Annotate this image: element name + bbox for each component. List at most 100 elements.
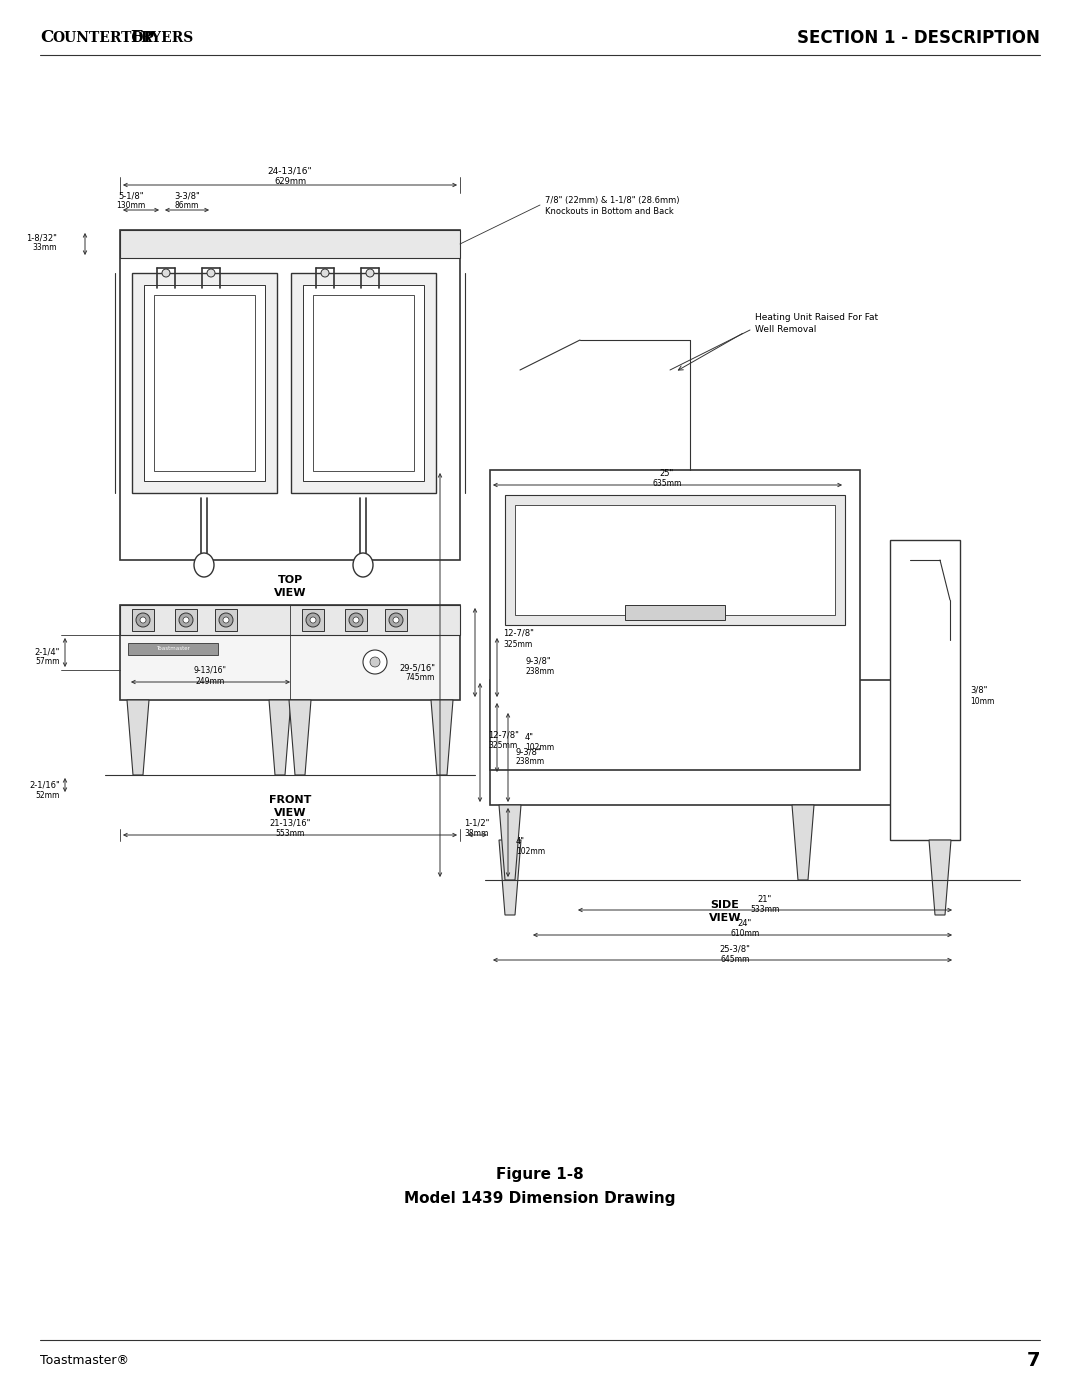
Bar (302, 609, 324, 631)
Bar (303, 285, 424, 481)
Text: 3/8": 3/8" (970, 686, 987, 694)
Circle shape (349, 613, 363, 627)
Text: 1-8/32": 1-8/32" (26, 233, 57, 243)
Text: 130mm: 130mm (117, 201, 146, 211)
Text: 553mm: 553mm (275, 828, 305, 837)
Bar (384, 609, 407, 631)
Text: Toastmaster: Toastmaster (157, 647, 190, 651)
Text: 325mm: 325mm (503, 640, 532, 650)
Circle shape (207, 270, 215, 277)
Text: 2-1/4": 2-1/4" (35, 647, 60, 657)
Text: 9-13/16": 9-13/16" (193, 665, 227, 675)
Bar (625, 605, 725, 620)
Polygon shape (499, 805, 521, 880)
Polygon shape (792, 805, 814, 880)
Polygon shape (929, 840, 951, 915)
Text: 102mm: 102mm (525, 743, 554, 753)
Circle shape (140, 617, 146, 623)
Polygon shape (289, 700, 311, 775)
Text: SECTION 1 - DESCRIPTION: SECTION 1 - DESCRIPTION (797, 29, 1040, 47)
Text: 3-3/8": 3-3/8" (174, 191, 200, 201)
Bar (215, 609, 237, 631)
Bar (129, 643, 218, 655)
Text: 86mm: 86mm (175, 201, 199, 211)
Text: 629mm: 629mm (274, 177, 306, 187)
Bar (505, 495, 845, 624)
Bar (175, 609, 197, 631)
Bar (120, 605, 460, 636)
Circle shape (136, 613, 150, 627)
Text: 9-3/8": 9-3/8" (525, 657, 551, 665)
Text: SIDE: SIDE (711, 900, 740, 909)
Text: VIEW: VIEW (273, 588, 307, 598)
Bar (291, 272, 436, 493)
Circle shape (366, 270, 374, 277)
Bar (890, 541, 960, 840)
Bar (144, 285, 265, 481)
Text: 25-3/8": 25-3/8" (719, 944, 751, 954)
Text: 4": 4" (525, 732, 534, 742)
Text: 249mm: 249mm (195, 676, 225, 686)
Text: 4": 4" (516, 837, 525, 847)
Circle shape (219, 613, 233, 627)
Text: VIEW: VIEW (708, 914, 741, 923)
Text: Model 1439 Dimension Drawing: Model 1439 Dimension Drawing (404, 1190, 676, 1206)
Text: 9-3/8": 9-3/8" (516, 747, 542, 757)
Text: 2-1/16": 2-1/16" (29, 781, 60, 789)
Circle shape (222, 617, 229, 623)
Text: 38mm: 38mm (464, 828, 489, 837)
Ellipse shape (194, 553, 214, 577)
Circle shape (393, 617, 399, 623)
Bar (120, 231, 460, 258)
Ellipse shape (353, 553, 373, 577)
Text: F: F (130, 29, 141, 46)
Text: Toastmaster®: Toastmaster® (40, 1354, 129, 1366)
Text: 1-1/2": 1-1/2" (464, 819, 489, 827)
Text: 7/8" (22mm) & 1-1/8" (28.6mm): 7/8" (22mm) & 1-1/8" (28.6mm) (545, 196, 679, 204)
Text: 52mm: 52mm (36, 791, 60, 799)
Polygon shape (431, 700, 453, 775)
Circle shape (162, 270, 170, 277)
Circle shape (353, 617, 359, 623)
Circle shape (179, 613, 193, 627)
Text: 25": 25" (660, 468, 674, 478)
Circle shape (321, 270, 329, 277)
Bar (490, 469, 860, 770)
Text: RYERS: RYERS (140, 31, 193, 45)
Text: 24": 24" (738, 919, 752, 929)
Bar (490, 680, 960, 805)
Circle shape (363, 650, 387, 673)
Text: Figure 1-8: Figure 1-8 (496, 1168, 584, 1182)
Text: 5-1/8": 5-1/8" (118, 191, 144, 201)
Text: C: C (40, 29, 53, 46)
Text: 325mm: 325mm (488, 740, 517, 750)
Text: 7: 7 (1026, 1351, 1040, 1369)
Text: 12-7/8": 12-7/8" (488, 731, 518, 739)
Text: VIEW: VIEW (273, 807, 307, 819)
Text: Knockouts in Bottom and Back: Knockouts in Bottom and Back (545, 208, 674, 217)
Text: 21": 21" (758, 894, 772, 904)
Text: 10mm: 10mm (970, 697, 995, 707)
Bar (132, 272, 276, 493)
Bar (154, 295, 255, 471)
Text: 24-13/16": 24-13/16" (268, 166, 312, 176)
Text: 635mm: 635mm (652, 479, 681, 488)
Polygon shape (499, 840, 521, 915)
Circle shape (183, 617, 189, 623)
Circle shape (310, 617, 316, 623)
Text: Heating Unit Raised For Fat: Heating Unit Raised For Fat (755, 313, 878, 323)
Circle shape (370, 657, 380, 666)
Bar (515, 504, 835, 615)
Text: FRONT: FRONT (269, 795, 311, 805)
Text: 533mm: 533mm (751, 904, 780, 914)
Bar (345, 609, 367, 631)
Text: 12-7/8": 12-7/8" (503, 629, 534, 638)
Polygon shape (269, 700, 291, 775)
Text: 238mm: 238mm (525, 668, 554, 676)
Bar (120, 231, 460, 560)
Text: 238mm: 238mm (516, 757, 545, 767)
Text: TOP: TOP (278, 576, 302, 585)
Text: 21-13/16": 21-13/16" (269, 819, 311, 827)
Text: 29-5/16": 29-5/16" (399, 664, 435, 672)
Text: 745mm: 745mm (406, 673, 435, 683)
